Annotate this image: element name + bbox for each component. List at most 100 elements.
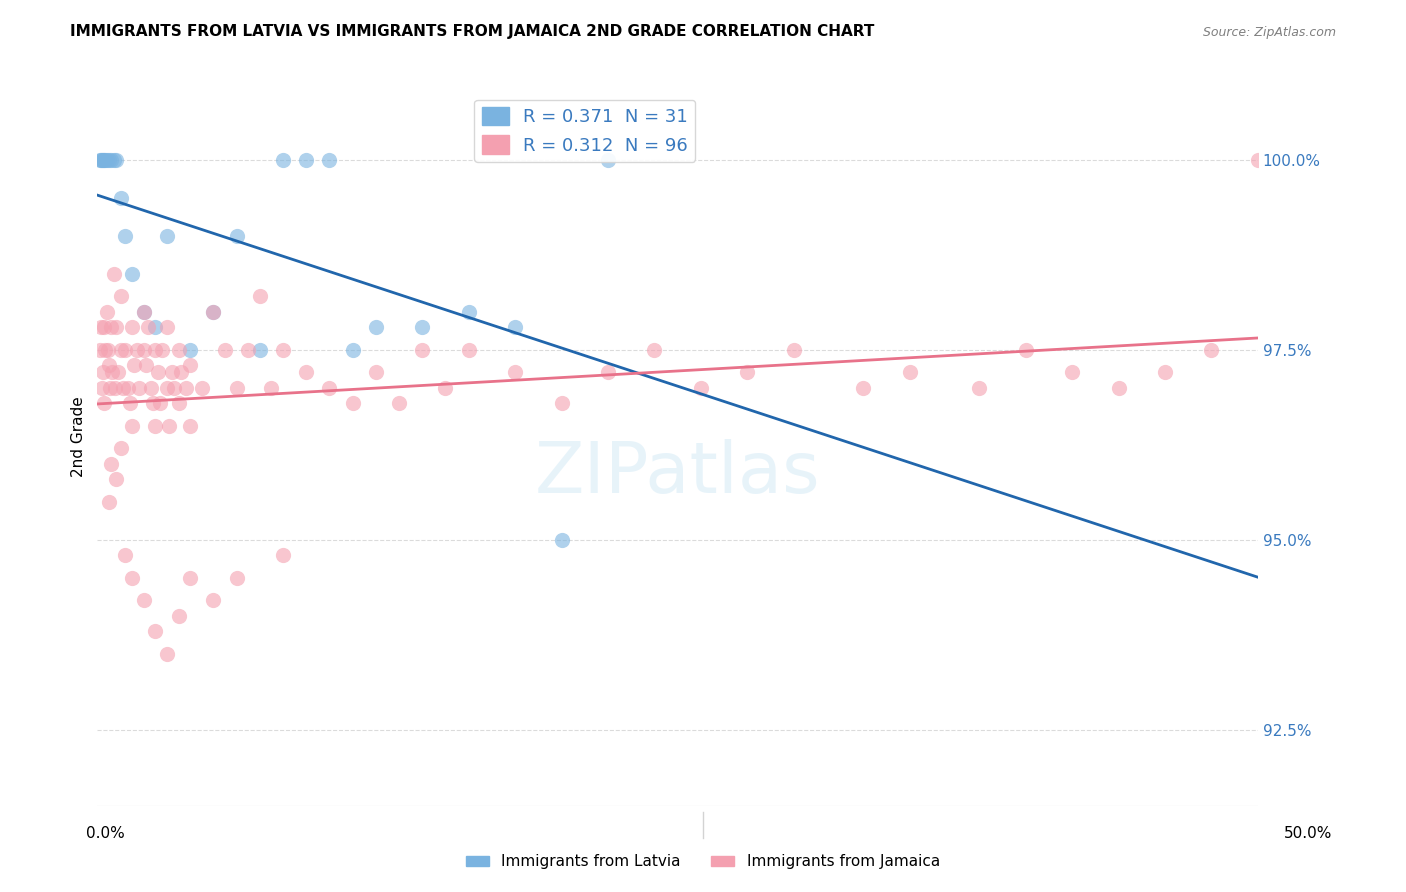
Point — [1154, 366, 1177, 380]
Point — [179, 418, 201, 433]
Point — [156, 647, 179, 661]
Point — [104, 319, 127, 334]
Point — [782, 343, 804, 357]
Text: 0.0%: 0.0% — [86, 827, 125, 841]
Point — [318, 381, 340, 395]
Point — [111, 381, 134, 395]
Point — [170, 366, 193, 380]
Point — [103, 267, 125, 281]
Point — [1201, 343, 1223, 357]
Point — [225, 381, 247, 395]
Point — [1062, 366, 1084, 380]
Point — [156, 228, 179, 243]
Point — [167, 396, 190, 410]
Point — [160, 366, 183, 380]
Point — [898, 366, 921, 380]
Point — [271, 548, 294, 562]
Point — [156, 381, 179, 395]
Point — [238, 343, 260, 357]
Point — [503, 366, 526, 380]
Text: ZIPatlas: ZIPatlas — [534, 440, 821, 508]
Point — [202, 304, 225, 318]
Point — [124, 358, 146, 372]
Point — [150, 343, 173, 357]
Point — [1108, 381, 1130, 395]
Legend: R = 0.371  N = 31, R = 0.312  N = 96: R = 0.371 N = 31, R = 0.312 N = 96 — [474, 100, 695, 161]
Point — [167, 343, 190, 357]
Point — [342, 343, 364, 357]
Point — [271, 153, 294, 167]
Point — [97, 153, 120, 167]
Point — [104, 381, 127, 395]
Point — [114, 228, 136, 243]
Point — [89, 153, 111, 167]
Point — [550, 533, 572, 547]
Point — [503, 319, 526, 334]
Point — [89, 343, 111, 357]
Point — [139, 381, 162, 395]
Point — [125, 343, 148, 357]
Point — [110, 289, 132, 303]
Point — [1015, 343, 1038, 357]
Point — [388, 396, 411, 410]
Point — [969, 381, 991, 395]
Point — [97, 343, 120, 357]
Y-axis label: 2nd Grade: 2nd Grade — [72, 397, 86, 477]
Point — [411, 343, 433, 357]
Point — [179, 358, 201, 372]
Point — [596, 153, 619, 167]
Point — [156, 319, 179, 334]
Point — [114, 548, 136, 562]
Point — [214, 343, 236, 357]
Point — [117, 381, 139, 395]
Point — [271, 343, 294, 357]
Point — [93, 319, 115, 334]
Point — [91, 153, 114, 167]
Point — [97, 494, 120, 508]
Point — [596, 366, 619, 380]
Point — [145, 343, 167, 357]
Point — [132, 593, 155, 607]
Point — [110, 191, 132, 205]
Text: 50.0%: 50.0% — [1284, 827, 1331, 841]
Point — [100, 153, 122, 167]
Point — [457, 343, 479, 357]
Point — [145, 319, 167, 334]
Point — [191, 381, 214, 395]
Point — [91, 153, 114, 167]
Point — [411, 319, 433, 334]
Point — [260, 381, 283, 395]
Point — [97, 358, 120, 372]
Point — [104, 153, 127, 167]
Point — [103, 153, 125, 167]
Point — [179, 343, 201, 357]
Point — [457, 304, 479, 318]
Point — [121, 571, 143, 585]
Point — [735, 366, 758, 380]
Point — [101, 366, 124, 380]
Point — [434, 381, 457, 395]
Point — [121, 418, 143, 433]
Point — [93, 153, 115, 167]
Point — [90, 319, 112, 334]
Point — [318, 153, 340, 167]
Point — [1247, 153, 1270, 167]
Point — [145, 418, 167, 433]
Point — [202, 593, 225, 607]
Point — [91, 366, 114, 380]
Point — [110, 343, 132, 357]
Point — [163, 381, 186, 395]
Text: Source: ZipAtlas.com: Source: ZipAtlas.com — [1202, 26, 1336, 38]
Point — [100, 457, 122, 471]
Point — [249, 343, 271, 357]
Point — [118, 396, 141, 410]
Point — [225, 228, 247, 243]
Point — [132, 304, 155, 318]
Point — [96, 304, 118, 318]
Point — [107, 366, 129, 380]
Point — [94, 153, 117, 167]
Point — [149, 396, 172, 410]
Point — [167, 608, 190, 623]
Point — [132, 304, 155, 318]
Point — [114, 343, 136, 357]
